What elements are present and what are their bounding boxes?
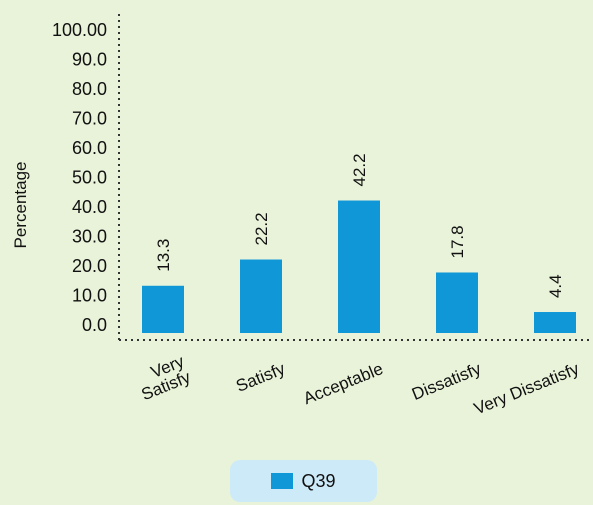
x-tick-label: Acceptable (301, 359, 386, 408)
y-tick-label: 30.0 (72, 227, 107, 247)
y-tick-label: 70.0 (72, 109, 107, 129)
legend-swatch-q39 (271, 473, 294, 489)
data-label: 42.2 (350, 153, 369, 186)
y-tick-label: 80.0 (72, 79, 107, 99)
x-category-label: Acceptable (301, 359, 386, 408)
y-tick-label: 60.0 (72, 138, 107, 158)
y-tick-label: 20.0 (72, 256, 107, 276)
bar (436, 272, 478, 333)
bar (240, 259, 282, 333)
legend-label-q39: Q39 (301, 470, 336, 491)
legend: Q39 (230, 460, 377, 502)
data-label: 4.4 (546, 274, 565, 298)
bar (534, 312, 576, 333)
y-tick-label: 40.0 (72, 197, 107, 217)
x-category-label: Very Dissatisfy (471, 359, 582, 419)
x-tick-label: Very Dissatisfy (471, 359, 582, 419)
x-category-label: Dissatisfy (409, 359, 484, 404)
y-tick-label: 0.0 (82, 315, 107, 335)
y-tick-label: 90.0 (72, 50, 107, 70)
x-category-label: Satisfy (233, 359, 288, 396)
bars (142, 200, 576, 333)
data-labels: 13.3 22.2 42.2 17.8 4.4 (154, 153, 565, 298)
y-tick-label: 100.00 (52, 20, 107, 40)
data-label: 17.8 (448, 225, 467, 258)
x-tick-label: Satisfy (233, 359, 288, 396)
y-tick-label: 50.0 (72, 168, 107, 188)
data-label: 22.2 (252, 212, 271, 245)
y-tick-label: 10.0 (72, 286, 107, 306)
data-label: 13.3 (154, 239, 173, 272)
y-axis: 0.0 10.0 20.0 30.0 40.0 50.0 60.0 70.0 80.0 90.0 1… (52, 14, 120, 340)
bar (338, 200, 380, 333)
x-tick-label: Dissatisfy (409, 359, 484, 404)
bar (142, 285, 184, 333)
y-axis-title: Percentage (11, 162, 30, 249)
